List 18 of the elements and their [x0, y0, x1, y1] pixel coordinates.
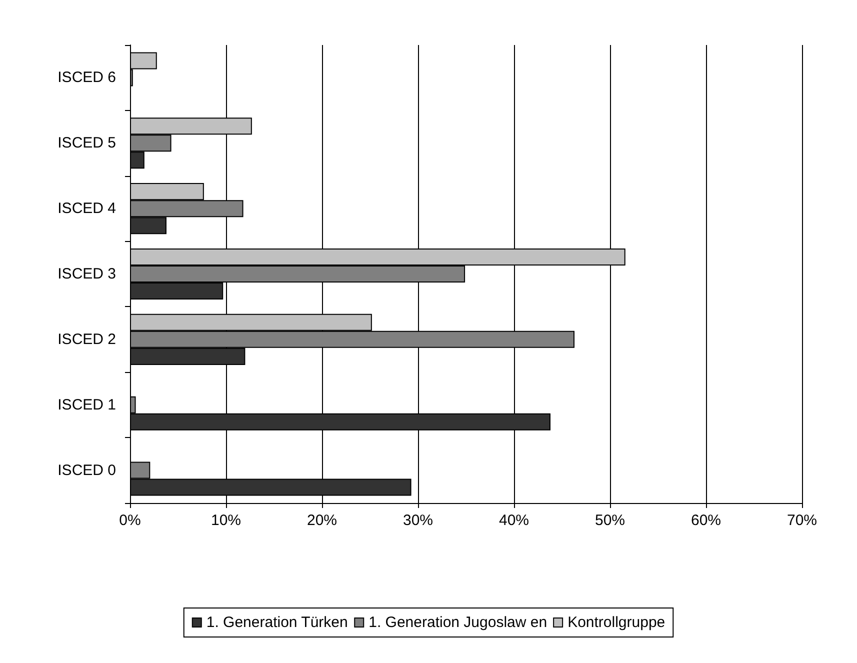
y-tick-label: ISCED 5 [58, 134, 116, 152]
legend-label: 1. Generation Türken [206, 614, 348, 631]
x-tick-label: 70% [786, 512, 818, 529]
legend-label: Kontrollgruppe [568, 614, 666, 631]
legend-label: 1. Generation Jugoslaw en [368, 614, 548, 631]
y-tick-label: ISCED 1 [58, 396, 116, 414]
x-tick-label: 50% [594, 512, 626, 529]
y-tick-label: ISCED 3 [58, 266, 116, 282]
x-tick-label: 20% [306, 512, 338, 529]
y-tick-label: ISCED 6 [58, 69, 116, 86]
x-tick-label: 40% [498, 512, 530, 529]
x-tick-label: 10% [210, 512, 242, 529]
x-tick-label: 0% [119, 512, 141, 529]
y-tick-label: ISCED 2 [58, 330, 116, 348]
y-tick-label: ISCED 0 [58, 462, 116, 479]
x-tick-label: 30% [402, 512, 434, 529]
x-tick-label: 60% [690, 512, 722, 529]
y-tick-label: ISCED 4 [58, 200, 116, 218]
